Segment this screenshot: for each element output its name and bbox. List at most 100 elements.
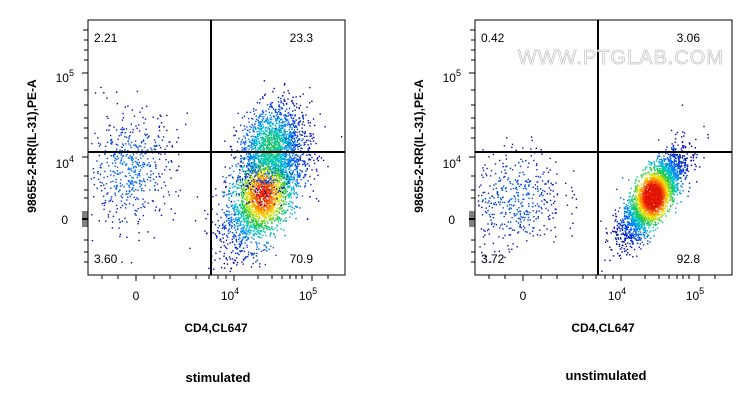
event-dot-cd4-upper	[283, 124, 285, 126]
event-dot-cd4-upper	[284, 161, 287, 164]
event-dot-cd4-upper	[264, 141, 266, 143]
event-dot-cd4-upper	[251, 139, 253, 141]
event-dot-cd4-cells	[105, 220, 107, 222]
event-dot-cd4-main	[285, 174, 287, 176]
event-dot-cd4-main	[653, 177, 655, 180]
x-tick-label-10e5: 105	[299, 286, 317, 303]
event-dot-cd4-main	[242, 228, 245, 230]
event-dot-cd4-upper	[252, 129, 255, 131]
event-dot-cd4-cells	[120, 206, 122, 209]
event-dot-cd4-main	[288, 179, 290, 181]
event-dot-cd4-main	[295, 197, 298, 199]
event-dot-cd4-main	[288, 203, 290, 206]
event-dot-cd4-upper	[261, 180, 263, 182]
event-dot-cd4-main	[294, 205, 297, 208]
event-dot-cd4-main	[317, 157, 319, 159]
event-dot-cd4-upper	[268, 142, 270, 144]
event-dot-cd4-cells	[131, 183, 134, 185]
event-dot-cd4-cells	[186, 112, 188, 114]
event-dot-cd4-main	[645, 172, 647, 174]
event-dot-cd4-upper	[307, 120, 309, 122]
event-dot-cd4-upper	[294, 121, 296, 123]
event-dot-cd4-upper	[296, 145, 299, 147]
event-dot-cd4-main	[260, 164, 262, 166]
event-dot-cd4-cells	[139, 175, 141, 177]
event-dot-cd4-main	[234, 185, 237, 188]
event-dot-cd4-main	[268, 206, 270, 209]
event-dot-cd4-main	[315, 168, 318, 170]
event-dot-cd4-main	[241, 168, 244, 171]
event-dot-cd4-main	[243, 221, 245, 223]
event-dot-cd4-main	[682, 145, 684, 147]
event-dot-cd4-cells	[121, 197, 124, 199]
event-dot-cd4-main	[262, 194, 265, 196]
event-dot-cd4-main	[280, 194, 283, 196]
event-dot-cd4-main	[270, 245, 272, 247]
event-dot-cd4-upper	[276, 128, 278, 131]
event-dot-cd4-cells	[146, 133, 148, 136]
event-dot-cd4-main	[252, 181, 254, 184]
event-dot-cd4-upper	[281, 172, 283, 174]
event-dot-cd4-main	[223, 267, 226, 269]
event-dot-cd4-upper	[268, 144, 270, 146]
event-dot-cd4-upper	[261, 137, 263, 139]
event-dot-cd4-main	[258, 183, 260, 186]
event-dot-cd4-upper	[298, 145, 301, 148]
event-dot-cd4-upper	[276, 134, 278, 136]
event-dot-cd4-main	[273, 180, 275, 182]
event-dot-cd4-main	[264, 183, 267, 185]
event-dot-cd4-cells	[136, 127, 138, 129]
event-dot-cd4-main	[247, 253, 250, 256]
event-dot-cd4-upper	[279, 144, 281, 146]
y-axis-label: 98655-2-RR(IL-31),PE-A	[25, 79, 39, 213]
event-dot-cd4-main	[302, 121, 305, 123]
event-dot-cd4-upper	[255, 115, 257, 117]
event-dot-cd4-upper	[302, 118, 305, 120]
event-dot-cd4-upper	[283, 84, 286, 86]
event-dot-cd4-cells	[120, 132, 122, 134]
event-dot-cd4-main	[238, 187, 240, 189]
event-dot-cd4-main	[237, 211, 240, 214]
event-dot-cd4-main	[247, 226, 249, 228]
event-dot-cd4-main	[239, 234, 241, 236]
event-dot-cd4-upper	[263, 143, 265, 146]
event-dot-cd4-upper	[269, 161, 271, 164]
event-dot-cd4-main	[241, 212, 244, 214]
event-dot-cd4-upper	[280, 129, 282, 131]
event-dot-cd4-main	[295, 154, 297, 156]
event-dot-cd4-upper	[271, 153, 274, 156]
event-dot-cd4-main	[258, 219, 260, 222]
event-dot-cd4-upper	[279, 190, 282, 193]
event-dot-cd4-upper	[284, 128, 286, 131]
event-dot-cd4-upper	[300, 134, 302, 136]
event-dot-cd4-main	[246, 192, 248, 194]
event-dot-cd4-upper	[269, 132, 272, 134]
event-dot-cd4-cells	[158, 129, 161, 132]
event-dot-cd4-main	[260, 177, 262, 180]
event-dot-cd4-cells	[158, 144, 161, 147]
event-dot-cd4-main	[274, 200, 276, 202]
event-dot-cd4-main	[267, 242, 269, 244]
event-dot-cd4-main	[235, 208, 237, 211]
event-dot-cd4-main	[247, 230, 249, 232]
event-dot-cd4-main	[262, 221, 264, 223]
event-dot-cd4-cells	[144, 133, 146, 135]
event-dot-cd4-upper	[272, 108, 275, 110]
event-dot-cd4-main	[223, 245, 225, 247]
event-dot-cd4-main	[232, 235, 234, 238]
event-dot-cd4-upper	[268, 111, 270, 114]
event-dot-cd4-upper	[277, 147, 279, 149]
event-dot-cd4-main	[270, 199, 272, 201]
event-dot-cd4-upper	[277, 160, 280, 162]
event-dot-cd4-cells	[152, 200, 154, 203]
event-dot-cd4-main	[274, 190, 277, 193]
quadrant-ll-percent: 3.60	[94, 252, 118, 266]
event-dot-cd4-upper	[252, 129, 254, 132]
event-dot-cd4-main	[626, 248, 629, 251]
event-dot-cd4-main	[234, 229, 237, 231]
event-dot-cd4-cells	[109, 134, 112, 137]
event-dot-cd4-upper	[261, 152, 264, 155]
event-dot-cd4-upper	[283, 98, 285, 100]
event-dot-cd4-cells	[143, 180, 145, 182]
event-dot-cd4-cells	[134, 140, 137, 142]
